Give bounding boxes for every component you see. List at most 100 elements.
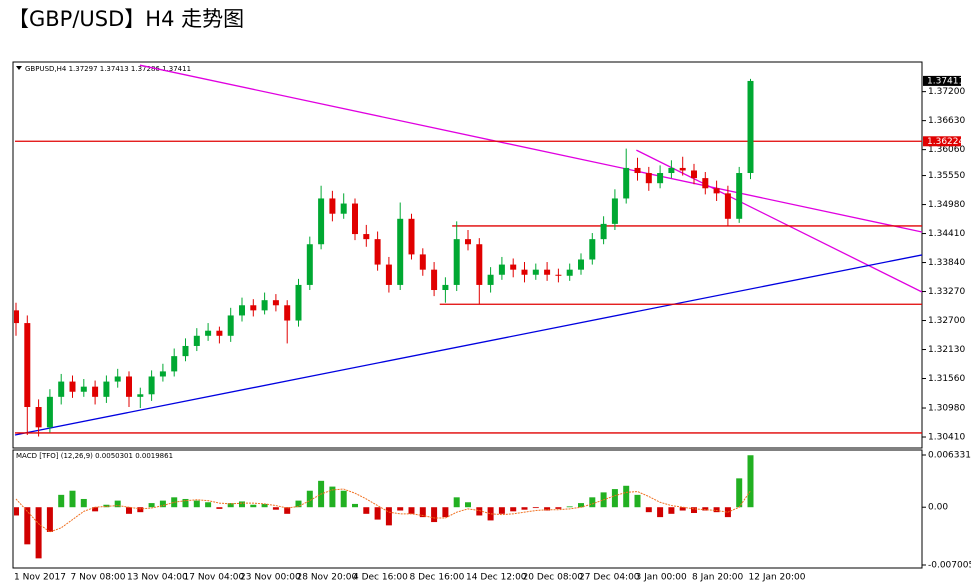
chart-info: GBPUSD,H4 1.37297 1.37413 1.37286 1.3741… xyxy=(25,65,191,73)
macd-bar xyxy=(295,500,302,508)
candle-body xyxy=(340,203,347,214)
y-tick-label: 1.31560 xyxy=(928,374,965,384)
candle-body xyxy=(611,198,618,224)
macd-bar xyxy=(205,502,212,508)
macd-bar xyxy=(611,489,618,508)
macd-bar xyxy=(634,494,641,508)
candle-body xyxy=(182,345,189,357)
price-label: 1.37411 xyxy=(927,76,964,86)
y-tick-label: 1.30980 xyxy=(928,404,965,414)
macd-bar xyxy=(159,500,166,508)
candle-body xyxy=(645,173,652,184)
y-tick-label: 1.34410 xyxy=(928,229,965,239)
x-tick-label: 12 Jan 20:00 xyxy=(749,573,806,583)
candle-body xyxy=(295,284,302,321)
candle-body xyxy=(510,264,517,270)
x-tick-label: 13 Nov 04:00 xyxy=(127,573,188,583)
macd-bar xyxy=(442,507,449,518)
macd-panel xyxy=(12,449,923,569)
macd-bar xyxy=(137,507,144,513)
candle-body xyxy=(284,305,291,321)
menu-arrow xyxy=(16,66,22,70)
candle-body xyxy=(713,188,720,194)
plot xyxy=(14,64,922,559)
macd-bar xyxy=(103,504,110,508)
macd-bar xyxy=(510,507,517,512)
candle-body xyxy=(137,394,144,397)
y-tick-label: 0.006331 xyxy=(928,451,971,461)
macd-bar xyxy=(532,507,539,509)
candle-body xyxy=(668,167,675,174)
candle-body xyxy=(578,259,584,270)
candle-body xyxy=(634,167,641,174)
y-tick-label: 1.30410 xyxy=(928,433,965,443)
candle-body xyxy=(148,376,155,395)
macd-bar xyxy=(419,507,426,518)
candle-body xyxy=(306,244,313,285)
y-tick-label: 1.37200 xyxy=(928,87,965,97)
y-tick-label: 1.33270 xyxy=(928,287,965,297)
x-tick-label: 17 Nov 04:00 xyxy=(184,573,245,583)
candle-body xyxy=(227,315,234,336)
macd-bar xyxy=(46,507,53,532)
candle-body xyxy=(498,264,505,275)
candle-body xyxy=(250,305,257,311)
macd-bar xyxy=(227,503,234,508)
macd-bar xyxy=(645,507,652,513)
y-tick-label: 1.36060 xyxy=(928,145,965,155)
macd-bar xyxy=(126,507,132,514)
macd-bar xyxy=(385,507,392,526)
candle-body xyxy=(261,300,268,311)
macd-bar xyxy=(14,507,19,516)
candle-body xyxy=(691,170,697,179)
candle-body xyxy=(521,269,528,275)
macd-bar xyxy=(431,507,438,523)
candle-body xyxy=(318,198,325,245)
macd-bar xyxy=(340,490,347,508)
macd-bar xyxy=(555,507,562,509)
candle-body xyxy=(171,356,178,372)
macd-bar xyxy=(92,507,99,512)
macd-bar xyxy=(668,507,675,514)
candle-body xyxy=(352,203,358,235)
price-label-box xyxy=(923,136,961,147)
macd-bar xyxy=(171,497,178,508)
candle-body xyxy=(126,376,132,397)
x-tick-label: 23 Nov 00:00 xyxy=(240,573,301,583)
trend-line xyxy=(139,64,922,233)
candle-body xyxy=(363,234,370,240)
macd-bar xyxy=(476,507,483,516)
candle-body xyxy=(487,274,494,285)
candle-body xyxy=(465,239,471,245)
trend-line xyxy=(636,149,922,293)
candle-body xyxy=(159,371,166,377)
candle-body xyxy=(747,80,754,174)
macd-bar xyxy=(148,503,155,508)
candle-body xyxy=(385,264,392,285)
macd-bar xyxy=(465,502,471,508)
candle-body xyxy=(566,269,573,276)
macd-bar xyxy=(521,507,528,510)
candle-body xyxy=(532,269,539,275)
y-tick-label: -0.007005 xyxy=(928,561,971,571)
candle-body xyxy=(35,407,42,428)
candle-body xyxy=(600,223,607,240)
candle-body xyxy=(419,254,426,270)
macd-bar xyxy=(566,506,573,508)
candle-body xyxy=(193,335,200,346)
x-tick-label: 8 Jan 20:00 xyxy=(692,573,744,583)
macd-bar xyxy=(114,500,121,508)
trend-line xyxy=(14,254,922,436)
macd-bar xyxy=(182,498,189,508)
macd-bar xyxy=(578,503,584,508)
candle-body xyxy=(329,198,336,214)
y-tick-label: 0.00 xyxy=(928,503,948,513)
candle-body xyxy=(24,323,31,408)
macd-bar xyxy=(363,507,370,514)
macd-bar xyxy=(216,507,223,509)
candle-body xyxy=(453,239,460,285)
candle-body xyxy=(92,386,99,397)
y-tick-label: 1.34980 xyxy=(928,200,965,210)
